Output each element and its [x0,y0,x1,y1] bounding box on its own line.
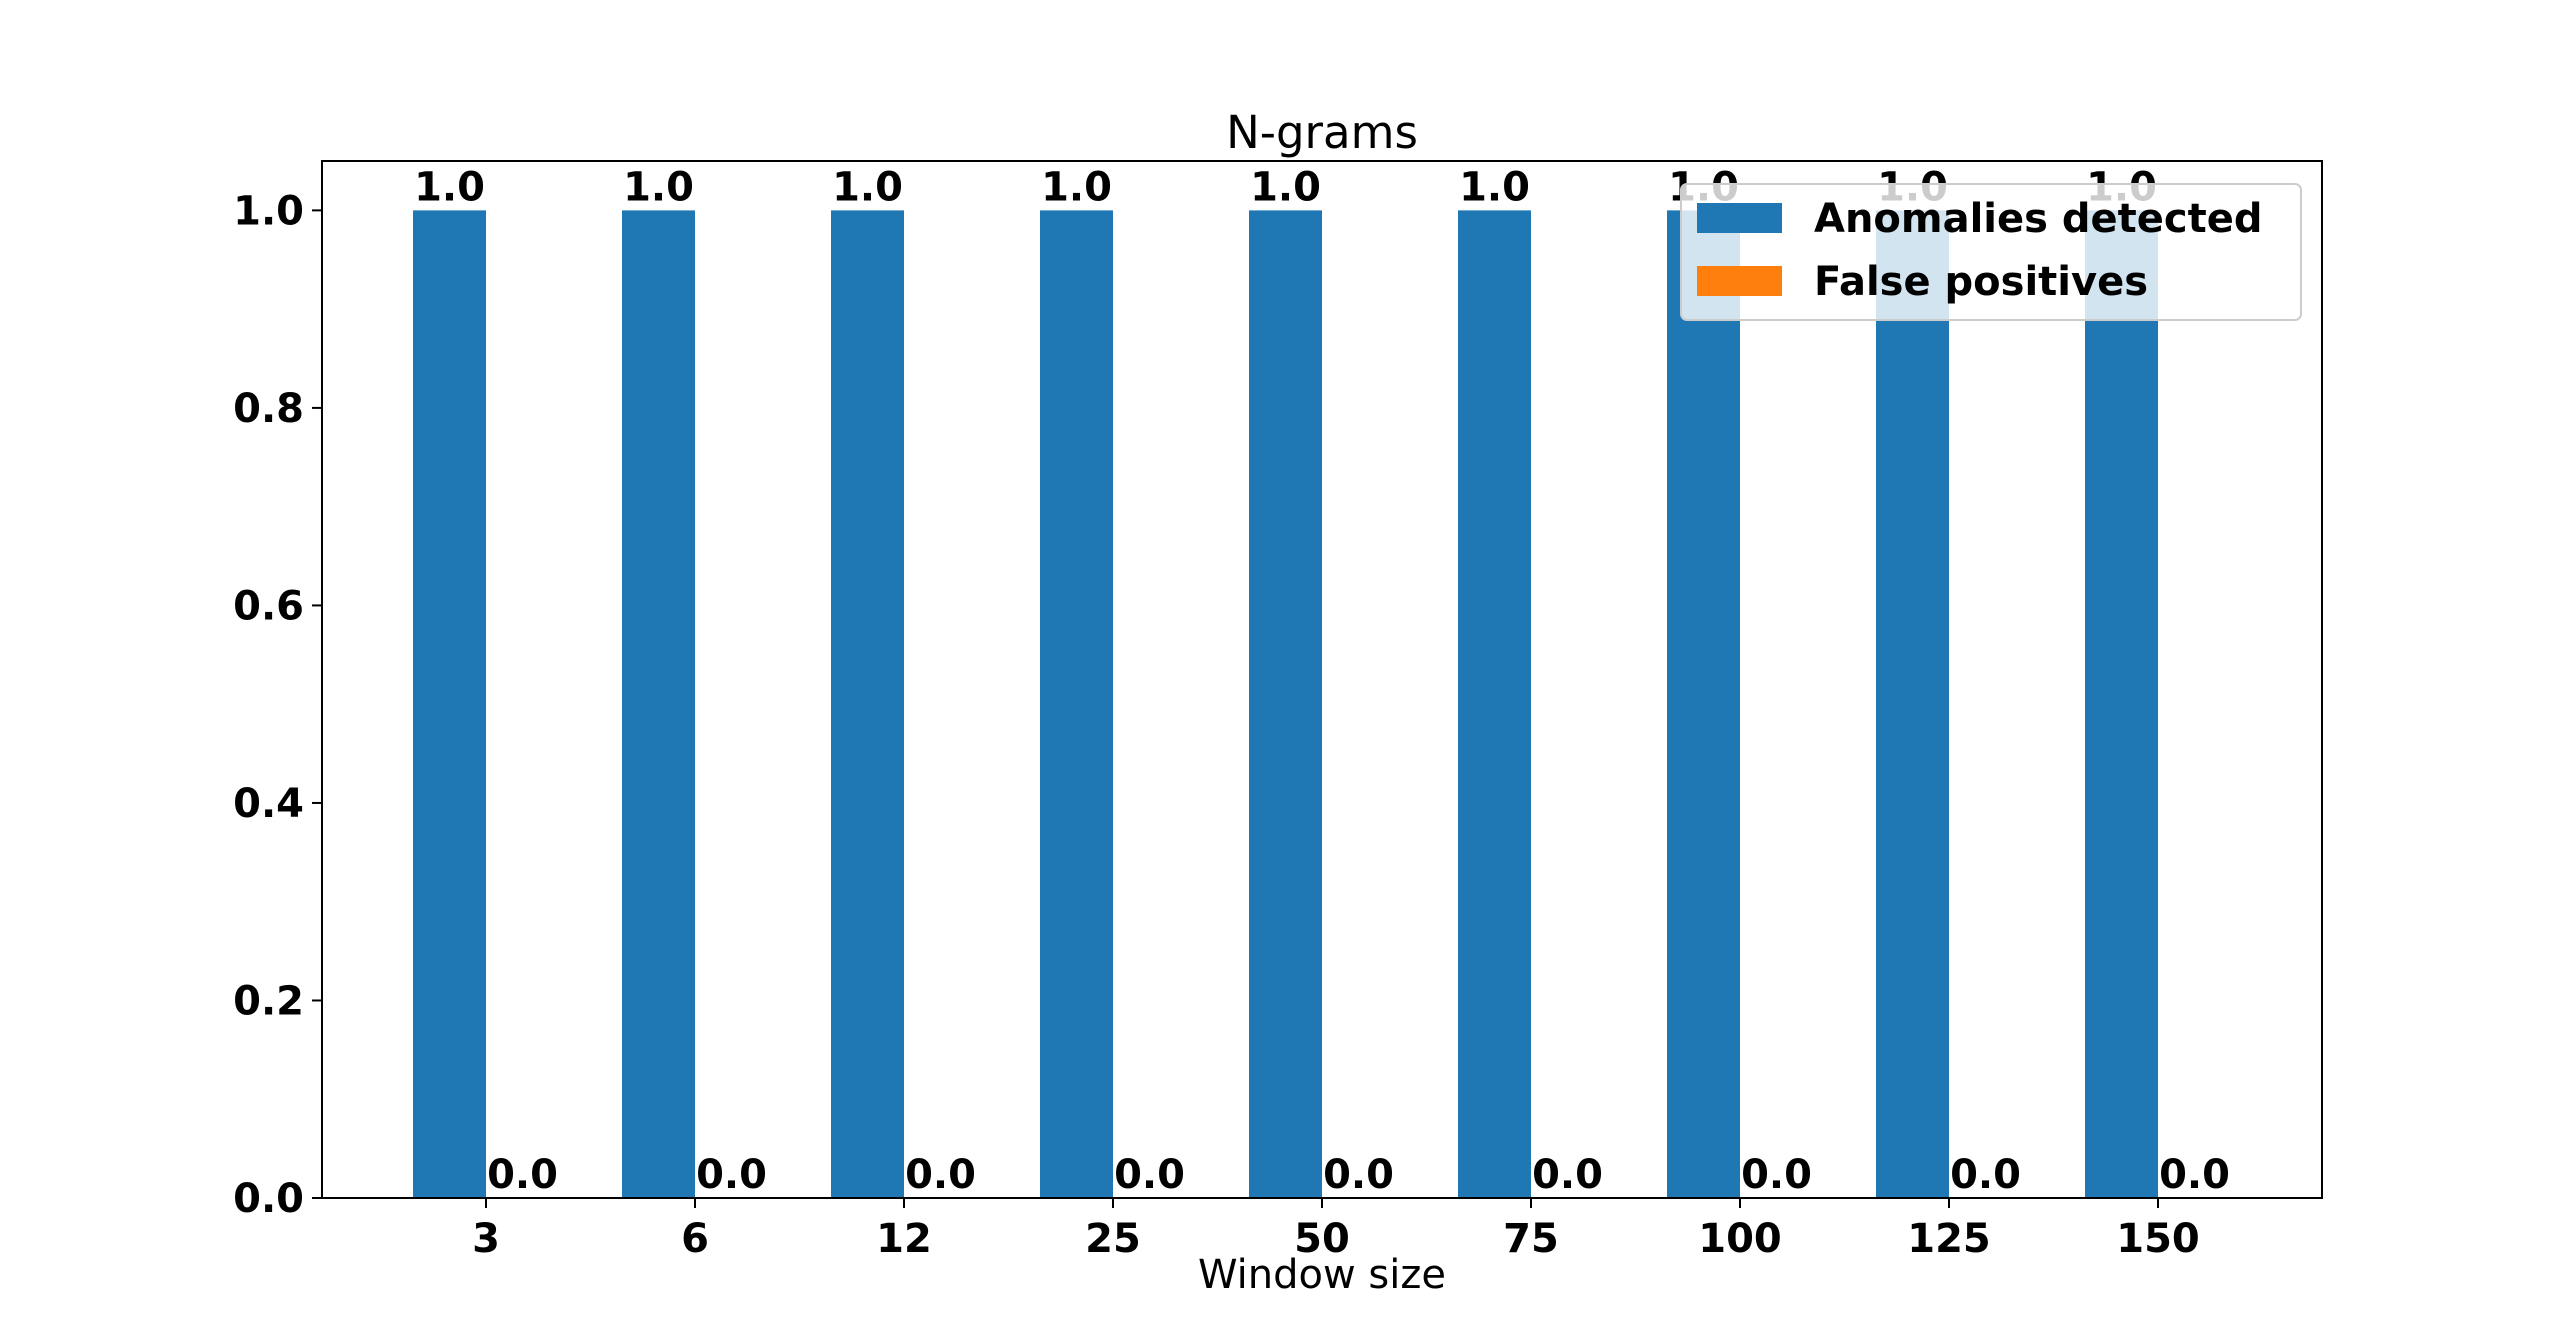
bar-anomalies-detected-100 [1667,210,1740,1198]
bar-anomalies-detected-3 [413,210,486,1198]
data-label-anomalies-detected-12: 1.0 [832,164,903,210]
x-tick-label: 50 [1294,1216,1350,1262]
x-axis-label: Window size [1198,1252,1446,1298]
legend-label-false-positives: False positives [1814,259,2148,305]
legend-swatch-false-positives [1697,266,1782,296]
x-tick-label: 75 [1503,1216,1559,1262]
data-label-false-positives-12: 0.0 [905,1152,976,1198]
legend-box [1680,183,2302,321]
data-label-false-positives-50: 0.0 [1323,1152,1394,1198]
data-label-false-positives-6: 0.0 [696,1152,767,1198]
bar-anomalies-detected-50 [1249,210,1322,1198]
data-label-false-positives-150: 0.0 [2159,1152,2230,1198]
bar-anomalies-detected-12 [831,210,904,1198]
data-label-anomalies-detected-75: 1.0 [1459,164,1530,210]
legend-label-anomalies-detected: Anomalies detected [1814,196,2262,242]
x-tick-label: 150 [2116,1216,2200,1262]
bar-anomalies-detected-25 [1040,210,1113,1198]
bar-anomalies-detected-6 [622,210,695,1198]
legend: Anomalies detected False positives [1680,183,2302,321]
bars-layer [413,210,2158,1198]
legend-swatch-anomalies-detected [1697,203,1782,233]
data-label-false-positives-125: 0.0 [1950,1152,2021,1198]
data-label-false-positives-75: 0.0 [1532,1152,1603,1198]
chart-title: N-grams [1226,106,1418,159]
y-tick-label: 0.6 [233,583,304,629]
bar-anomalies-detected-75 [1458,210,1531,1198]
x-tick-label: 3 [472,1216,500,1262]
data-label-false-positives-25: 0.0 [1114,1152,1185,1198]
data-label-false-positives-3: 0.0 [487,1152,558,1198]
y-tick-label: 0.4 [233,781,304,827]
x-tick-label: 25 [1085,1216,1141,1262]
x-axis: 3 6 12 25 50 75 100 125 150 [472,1198,2200,1262]
data-label-false-positives-100: 0.0 [1741,1152,1812,1198]
data-label-anomalies-detected-6: 1.0 [623,164,694,210]
data-label-anomalies-detected-3: 1.0 [414,164,485,210]
y-axis: 0.0 0.2 0.4 0.6 0.8 1.0 [233,188,322,1222]
data-label-anomalies-detected-50: 1.0 [1250,164,1321,210]
x-tick-label: 100 [1698,1216,1782,1262]
y-tick-label: 0.8 [233,386,304,432]
y-tick-label: 0.0 [233,1176,304,1222]
x-tick-label: 125 [1907,1216,1991,1262]
x-tick-label: 6 [681,1216,709,1262]
bar-anomalies-detected-150 [2085,210,2158,1198]
y-tick-label: 0.2 [233,978,304,1024]
data-label-anomalies-detected-25: 1.0 [1041,164,1112,210]
y-tick-label: 1.0 [233,188,304,234]
bar-anomalies-detected-125 [1876,210,1949,1198]
x-tick-label: 12 [876,1216,932,1262]
